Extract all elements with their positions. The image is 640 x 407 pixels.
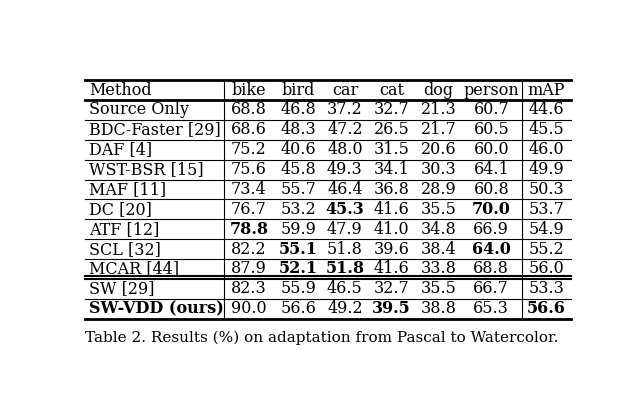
Text: 60.5: 60.5 (474, 121, 509, 138)
Text: 47.9: 47.9 (327, 221, 363, 238)
Text: 50.3: 50.3 (529, 181, 564, 198)
Text: 76.7: 76.7 (231, 201, 267, 218)
Text: bird: bird (282, 82, 315, 98)
Text: 56.0: 56.0 (529, 260, 564, 278)
Text: 51.8: 51.8 (327, 241, 363, 258)
Text: 64.1: 64.1 (474, 161, 509, 178)
Text: 38.4: 38.4 (420, 241, 456, 258)
Text: SW [29]: SW [29] (89, 280, 154, 298)
Text: SCL [32]: SCL [32] (89, 241, 161, 258)
Text: 38.8: 38.8 (420, 300, 456, 317)
Text: 41.6: 41.6 (374, 201, 410, 218)
Text: 34.1: 34.1 (374, 161, 410, 178)
Text: 52.1: 52.1 (278, 260, 317, 278)
Text: 49.2: 49.2 (327, 300, 363, 317)
Text: 65.3: 65.3 (474, 300, 509, 317)
Text: 36.8: 36.8 (374, 181, 410, 198)
Text: 66.7: 66.7 (474, 280, 509, 298)
Text: 60.7: 60.7 (474, 101, 509, 118)
Text: 32.7: 32.7 (374, 101, 410, 118)
Text: 35.5: 35.5 (420, 201, 456, 218)
Text: 34.8: 34.8 (420, 221, 456, 238)
Text: 64.0: 64.0 (472, 241, 511, 258)
Text: 53.7: 53.7 (529, 201, 564, 218)
Text: BDC-Faster [29]: BDC-Faster [29] (89, 121, 221, 138)
Text: 48.0: 48.0 (327, 141, 363, 158)
Text: cat: cat (380, 82, 404, 98)
Text: 44.6: 44.6 (529, 101, 564, 118)
Text: 49.9: 49.9 (529, 161, 564, 178)
Text: car: car (332, 82, 358, 98)
Text: 55.2: 55.2 (529, 241, 564, 258)
Text: 46.8: 46.8 (280, 101, 316, 118)
Text: 78.8: 78.8 (229, 221, 268, 238)
Text: Source Only: Source Only (89, 101, 189, 118)
Text: 49.3: 49.3 (327, 161, 363, 178)
Text: 90.0: 90.0 (231, 300, 267, 317)
Text: 45.5: 45.5 (529, 121, 564, 138)
Text: 55.7: 55.7 (280, 181, 316, 198)
Text: DAF [4]: DAF [4] (89, 141, 152, 158)
Text: 45.8: 45.8 (280, 161, 316, 178)
Text: 48.3: 48.3 (280, 121, 316, 138)
Text: 21.3: 21.3 (420, 101, 456, 118)
Text: bike: bike (232, 82, 266, 98)
Text: 21.7: 21.7 (420, 121, 456, 138)
Text: 51.8: 51.8 (325, 260, 364, 278)
Text: 31.5: 31.5 (374, 141, 410, 158)
Text: 70.0: 70.0 (472, 201, 511, 218)
Text: 32.7: 32.7 (374, 280, 410, 298)
Text: 46.5: 46.5 (327, 280, 363, 298)
Text: 20.6: 20.6 (420, 141, 456, 158)
Text: 82.3: 82.3 (231, 280, 267, 298)
Text: 28.9: 28.9 (420, 181, 456, 198)
Text: 47.2: 47.2 (327, 121, 363, 138)
Text: ATF [12]: ATF [12] (89, 221, 159, 238)
Text: MCAR [44]: MCAR [44] (89, 260, 179, 278)
Text: 41.0: 41.0 (374, 221, 410, 238)
Text: 55.9: 55.9 (280, 280, 316, 298)
Text: 39.6: 39.6 (374, 241, 410, 258)
Text: mAP: mAP (528, 82, 565, 98)
Text: 40.6: 40.6 (280, 141, 316, 158)
Text: 46.0: 46.0 (529, 141, 564, 158)
Text: 33.8: 33.8 (420, 260, 456, 278)
Text: 68.8: 68.8 (474, 260, 509, 278)
Text: Method: Method (89, 82, 152, 98)
Text: 73.4: 73.4 (231, 181, 267, 198)
Text: 56.6: 56.6 (527, 300, 566, 317)
Text: 30.3: 30.3 (420, 161, 456, 178)
Text: 45.3: 45.3 (326, 201, 364, 218)
Text: 26.5: 26.5 (374, 121, 410, 138)
Text: 46.4: 46.4 (327, 181, 363, 198)
Text: 54.9: 54.9 (529, 221, 564, 238)
Text: 75.2: 75.2 (231, 141, 267, 158)
Text: 56.6: 56.6 (280, 300, 316, 317)
Text: 68.6: 68.6 (231, 121, 267, 138)
Text: MAF [11]: MAF [11] (89, 181, 166, 198)
Text: 60.0: 60.0 (474, 141, 509, 158)
Text: WST-BSR [15]: WST-BSR [15] (89, 161, 204, 178)
Text: 35.5: 35.5 (420, 280, 456, 298)
Text: 60.8: 60.8 (474, 181, 509, 198)
Text: 53.3: 53.3 (529, 280, 564, 298)
Text: person: person (463, 82, 519, 98)
Text: 82.2: 82.2 (231, 241, 267, 258)
Text: 39.5: 39.5 (372, 300, 411, 317)
Text: 87.9: 87.9 (231, 260, 267, 278)
Text: dog: dog (424, 82, 454, 98)
Text: 66.9: 66.9 (474, 221, 509, 238)
Text: 59.9: 59.9 (280, 221, 316, 238)
Text: SW-VDD (ours): SW-VDD (ours) (89, 300, 223, 317)
Text: 68.8: 68.8 (231, 101, 267, 118)
Text: DC [20]: DC [20] (89, 201, 152, 218)
Text: 37.2: 37.2 (327, 101, 363, 118)
Text: 41.6: 41.6 (374, 260, 410, 278)
Text: 55.1: 55.1 (278, 241, 317, 258)
Text: Table 2. Results (%) on adaptation from Pascal to Watercolor.: Table 2. Results (%) on adaptation from … (85, 331, 559, 345)
Text: 75.6: 75.6 (231, 161, 267, 178)
Text: 53.2: 53.2 (280, 201, 316, 218)
